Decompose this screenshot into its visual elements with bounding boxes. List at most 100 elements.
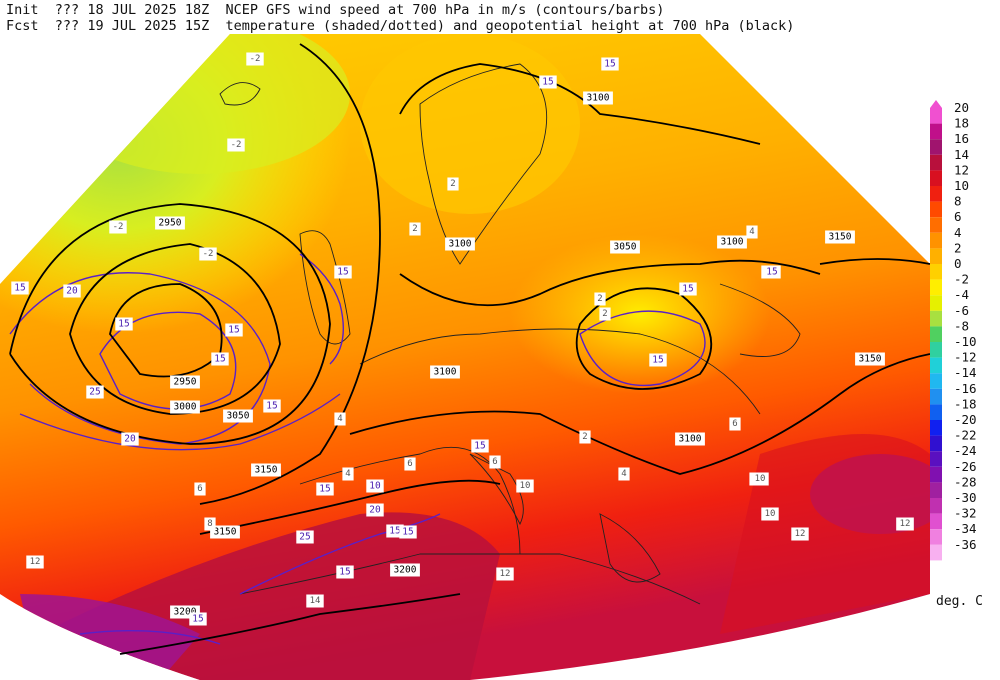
colorbar-label: -16 bbox=[954, 381, 977, 396]
wind-label: 15 bbox=[402, 527, 413, 538]
temp-label: 8 bbox=[207, 519, 212, 529]
temp-label: 4 bbox=[337, 414, 342, 424]
height-contour-3100-north bbox=[399, 63, 761, 145]
init-datetime: 18 JUL 2025 18Z bbox=[87, 2, 210, 18]
label-background bbox=[618, 467, 630, 481]
colorbar-label: 4 bbox=[954, 225, 962, 240]
label-background bbox=[729, 417, 741, 431]
temp-label: 12 bbox=[30, 557, 41, 567]
height-label: 3200 bbox=[174, 607, 197, 618]
colorbar-label: -22 bbox=[954, 428, 977, 443]
colorbar-swatch bbox=[930, 466, 942, 483]
wind-label: 15 bbox=[228, 325, 239, 336]
wind-label: 15 bbox=[14, 283, 25, 294]
temperature-shading bbox=[0, 34, 930, 680]
temp-label: 12 bbox=[795, 529, 806, 539]
temp-label: 2 bbox=[602, 309, 607, 319]
colorbar-label: -4 bbox=[954, 287, 969, 302]
label-background bbox=[211, 352, 229, 366]
wind-label: 20 bbox=[369, 505, 381, 516]
label-background bbox=[675, 432, 705, 446]
greece-outline bbox=[599, 513, 661, 583]
map-canvas: 2950 2950 3000 3050 3100 3100 3100 3050 3100 3150… bbox=[0, 34, 930, 680]
colorbar-swatch bbox=[930, 248, 942, 264]
temp-label: -2 bbox=[113, 222, 124, 232]
temp-label: 6 bbox=[407, 459, 412, 469]
temp-label: -2 bbox=[250, 54, 261, 64]
height-label-group: 2950 2950 3000 3050 3100 3100 3100 3050 3100 3150… bbox=[155, 91, 885, 619]
colorbar-swatch bbox=[930, 435, 942, 452]
label-background bbox=[649, 353, 667, 367]
colorbar-swatch bbox=[930, 326, 942, 342]
colorbar-canvas: 20181614121086420-2-4-6-8-10-12-14-16-18… bbox=[930, 100, 977, 561]
label-background bbox=[399, 525, 417, 539]
wind-contour-20 bbox=[9, 272, 271, 445]
label-background bbox=[855, 352, 885, 366]
colorbar-swatch bbox=[930, 513, 942, 530]
colorbar-swatch bbox=[930, 482, 942, 498]
colorbar-label: 6 bbox=[954, 209, 962, 224]
label-background bbox=[334, 412, 346, 426]
label-background bbox=[251, 463, 281, 477]
label-background bbox=[306, 594, 324, 608]
height-contour-3100-south bbox=[349, 353, 930, 475]
header-line-init: Init ??? 18 JUL 2025 18Z NCEP GFS wind s… bbox=[6, 2, 664, 18]
wind-label: 15 bbox=[389, 526, 400, 537]
colorbar-swatch bbox=[930, 186, 942, 202]
label-background bbox=[717, 235, 747, 249]
label-background bbox=[610, 240, 640, 254]
colorbar-label: 2 bbox=[954, 240, 962, 255]
colorbar-label: -26 bbox=[954, 459, 977, 474]
wind-label: 15 bbox=[339, 567, 350, 578]
wind-label: 15 bbox=[214, 354, 225, 365]
wind-contour-25 bbox=[19, 393, 341, 451]
temp-label: -2 bbox=[231, 140, 242, 150]
colorbar-label: -18 bbox=[954, 396, 977, 411]
label-background bbox=[409, 222, 421, 236]
temperature-label-group: -2-2-2222446246810121212141210642-268101… bbox=[26, 52, 914, 608]
colorbar-label: -20 bbox=[954, 412, 977, 427]
wind-label: 15 bbox=[319, 484, 330, 495]
temp-label: 2 bbox=[597, 294, 602, 304]
label-background bbox=[336, 565, 354, 579]
height-contour-3150 bbox=[199, 479, 501, 535]
colorbar-swatch bbox=[930, 295, 942, 311]
colorbar-label: -12 bbox=[954, 350, 977, 365]
init-code: ??? bbox=[54, 2, 80, 18]
fcst-code: ??? bbox=[54, 18, 80, 34]
label-background bbox=[155, 216, 185, 230]
label-background bbox=[199, 247, 217, 261]
colorbar-swatch bbox=[930, 108, 942, 124]
label-background bbox=[115, 317, 133, 331]
north-european-coast bbox=[359, 328, 761, 415]
wind-label: 15 bbox=[652, 355, 663, 366]
height-contour-3050-east-low bbox=[575, 287, 713, 390]
colorbar-swatch bbox=[930, 139, 942, 155]
label-background bbox=[539, 75, 557, 89]
height-label: 3050 bbox=[227, 411, 250, 422]
colorbar-label: 10 bbox=[954, 178, 969, 193]
label-background bbox=[583, 91, 613, 105]
label-background bbox=[263, 399, 281, 413]
wind-label: 15 bbox=[118, 319, 129, 330]
wind-label: 25 bbox=[299, 532, 310, 543]
wind-label: 15 bbox=[766, 267, 777, 278]
colorbar-swatch bbox=[930, 342, 942, 358]
colorbar-label: -28 bbox=[954, 474, 977, 489]
height-contour-3200 bbox=[119, 593, 461, 655]
wind-label: 15 bbox=[266, 401, 277, 412]
colorbar-swatch bbox=[930, 310, 942, 327]
colorbar-swatch bbox=[930, 544, 942, 561]
label-background bbox=[63, 284, 81, 298]
label-background bbox=[791, 527, 809, 541]
label-background bbox=[342, 467, 354, 481]
label-background bbox=[334, 265, 352, 279]
africa-north-coast bbox=[239, 553, 701, 605]
label-background bbox=[594, 292, 606, 306]
scandinavia-outline bbox=[419, 63, 548, 265]
label-background bbox=[11, 281, 29, 295]
height-label: 3050 bbox=[614, 242, 637, 253]
wind-label: 20 bbox=[124, 434, 136, 445]
label-background bbox=[763, 265, 781, 279]
height-contour-3100-mid bbox=[399, 259, 821, 307]
